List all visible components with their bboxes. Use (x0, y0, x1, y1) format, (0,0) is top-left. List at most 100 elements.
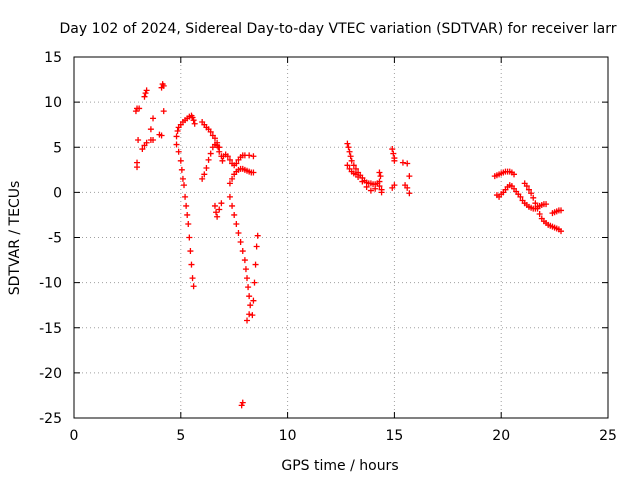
y-tick-label: -20 (39, 366, 62, 382)
data-point (406, 173, 413, 180)
data-point (231, 211, 238, 218)
data-point (142, 90, 149, 97)
data-point (214, 213, 221, 220)
x-tick-label: 15 (385, 428, 403, 444)
data-point (185, 220, 192, 227)
data-point (191, 120, 198, 127)
data-point (179, 175, 186, 182)
data-point (190, 117, 197, 124)
x-axis-label: GPS time / hours (281, 458, 398, 474)
data-point (367, 187, 374, 194)
data-point (244, 275, 251, 282)
series-arc-5h (173, 112, 198, 290)
data-point (205, 156, 212, 163)
data-point (216, 144, 223, 151)
data-points (132, 81, 565, 409)
data-point (523, 183, 530, 190)
data-point (174, 128, 181, 135)
data-point (141, 93, 148, 100)
data-point (233, 160, 240, 167)
data-point (175, 148, 182, 155)
data-point (186, 234, 193, 241)
data-point (132, 108, 139, 115)
data-point (216, 206, 223, 213)
data-point (376, 183, 383, 190)
data-point (536, 211, 543, 218)
data-point (173, 141, 180, 148)
data-point (376, 169, 383, 176)
y-tick-label: 5 (53, 140, 62, 156)
tick-labels: 0 5 10 15 20 25 -25 -20 -15 -10 -5 0 5 10 15 (39, 50, 617, 444)
data-point (207, 150, 214, 157)
data-point (199, 175, 206, 182)
data-point (226, 193, 233, 200)
data-point (181, 182, 188, 189)
data-point (135, 137, 142, 144)
y-tick-label: -10 (39, 276, 62, 292)
data-point (184, 211, 191, 218)
data-point (134, 164, 141, 171)
data-point (391, 182, 398, 189)
grid (74, 57, 608, 418)
axis-ticks (73, 56, 609, 419)
data-point (345, 144, 352, 151)
data-point (347, 153, 354, 160)
data-point (201, 171, 208, 178)
data-point (391, 157, 398, 164)
data-point (532, 200, 539, 207)
data-point (160, 82, 167, 89)
data-point (150, 115, 157, 122)
data-point (363, 183, 370, 190)
data-point (139, 146, 146, 153)
data-point (143, 139, 150, 146)
x-tick-label: 25 (599, 428, 617, 444)
data-point (182, 193, 189, 200)
data-point (558, 207, 565, 214)
data-point (224, 153, 231, 160)
data-point (352, 165, 359, 172)
data-point (226, 180, 233, 187)
data-point (177, 157, 184, 164)
data-point (406, 190, 413, 197)
data-point (226, 156, 233, 163)
data-point (219, 157, 226, 164)
chart-title: Day 102 of 2024, Sidereal Day-to-day VTE… (60, 21, 617, 37)
y-tick-label: -25 (39, 411, 62, 427)
data-point (253, 243, 260, 250)
data-point (377, 173, 384, 180)
data-point (254, 232, 261, 239)
data-point (530, 194, 537, 201)
data-point (173, 133, 180, 140)
data-point (534, 205, 541, 212)
data-point (378, 189, 385, 196)
data-point (399, 159, 406, 166)
data-point (543, 201, 550, 208)
data-point (355, 174, 362, 181)
data-point (237, 239, 244, 246)
data-point (250, 153, 257, 160)
data-point (252, 261, 259, 268)
data-point (211, 135, 218, 142)
data-point (233, 220, 240, 227)
data-point (229, 175, 236, 182)
data-point (389, 146, 396, 153)
data-point (250, 169, 257, 176)
data-point (188, 261, 195, 268)
data-point (211, 202, 218, 209)
data-point (143, 87, 150, 94)
series-arc-20h (491, 168, 565, 235)
series-early-isolated (132, 81, 167, 171)
data-point (150, 137, 157, 144)
series-arc-15h (389, 146, 413, 197)
data-point (528, 190, 535, 197)
data-point (250, 297, 257, 304)
y-tick-label: 0 (53, 185, 62, 201)
data-point (251, 279, 258, 286)
data-point (158, 132, 165, 139)
data-point (203, 165, 210, 172)
y-tick-label: -15 (39, 321, 62, 337)
data-point (241, 257, 248, 264)
data-point (246, 311, 253, 318)
data-point (147, 126, 154, 133)
